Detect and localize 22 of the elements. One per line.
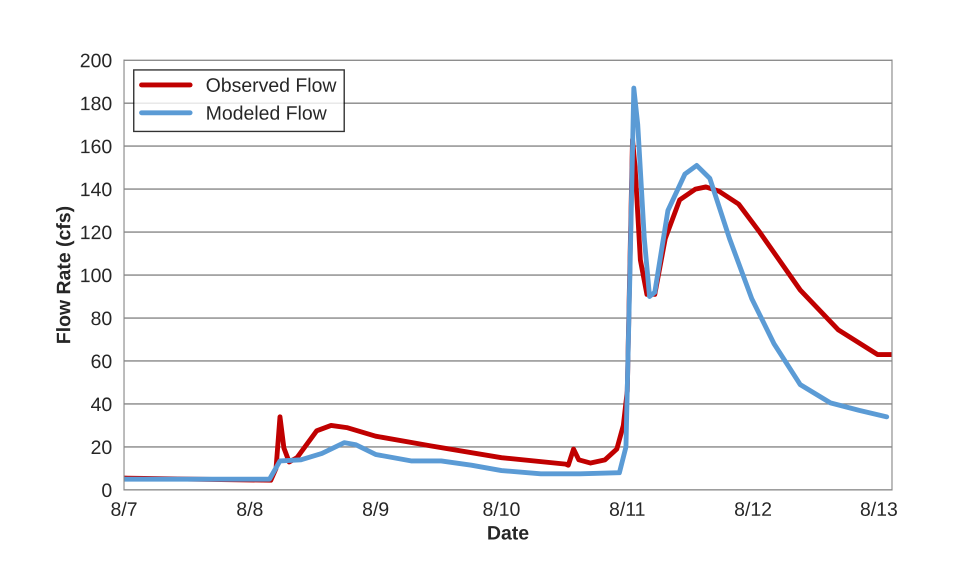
y-tick-label: 140 — [81, 182, 112, 196]
x-tick-label: 8/7 — [111, 502, 137, 516]
y-tick-label: 180 — [81, 96, 112, 110]
y-tick-label: 40 — [91, 397, 112, 412]
y-tick-label: 20 — [92, 440, 112, 454]
x-tick-label: 8/8 — [237, 502, 262, 516]
y-tick-label: 100 — [81, 268, 112, 282]
y-tick-label: 80 — [91, 311, 112, 326]
y-tick-label: 120 — [81, 226, 112, 240]
x-axis-title: Date — [488, 526, 528, 540]
x-tick-label: 8/9 — [362, 502, 388, 516]
legend-label: Observed Flow — [206, 78, 336, 92]
legend-label: Modeled Flow — [207, 106, 327, 120]
x-tick-label: 8/10 — [483, 502, 520, 516]
y-tick-label: 200 — [80, 54, 112, 68]
x-tick-label: 8/13 — [860, 502, 897, 516]
y-axis-title: Flow Rate (cfs) — [56, 206, 74, 343]
x-tick-label: 8/11 — [610, 502, 645, 516]
y-tick-label: 60 — [92, 354, 112, 368]
x-tick-label: 8/12 — [735, 502, 772, 516]
y-tick-label: 160 — [81, 140, 112, 154]
y-tick-label: 0 — [102, 483, 112, 498]
